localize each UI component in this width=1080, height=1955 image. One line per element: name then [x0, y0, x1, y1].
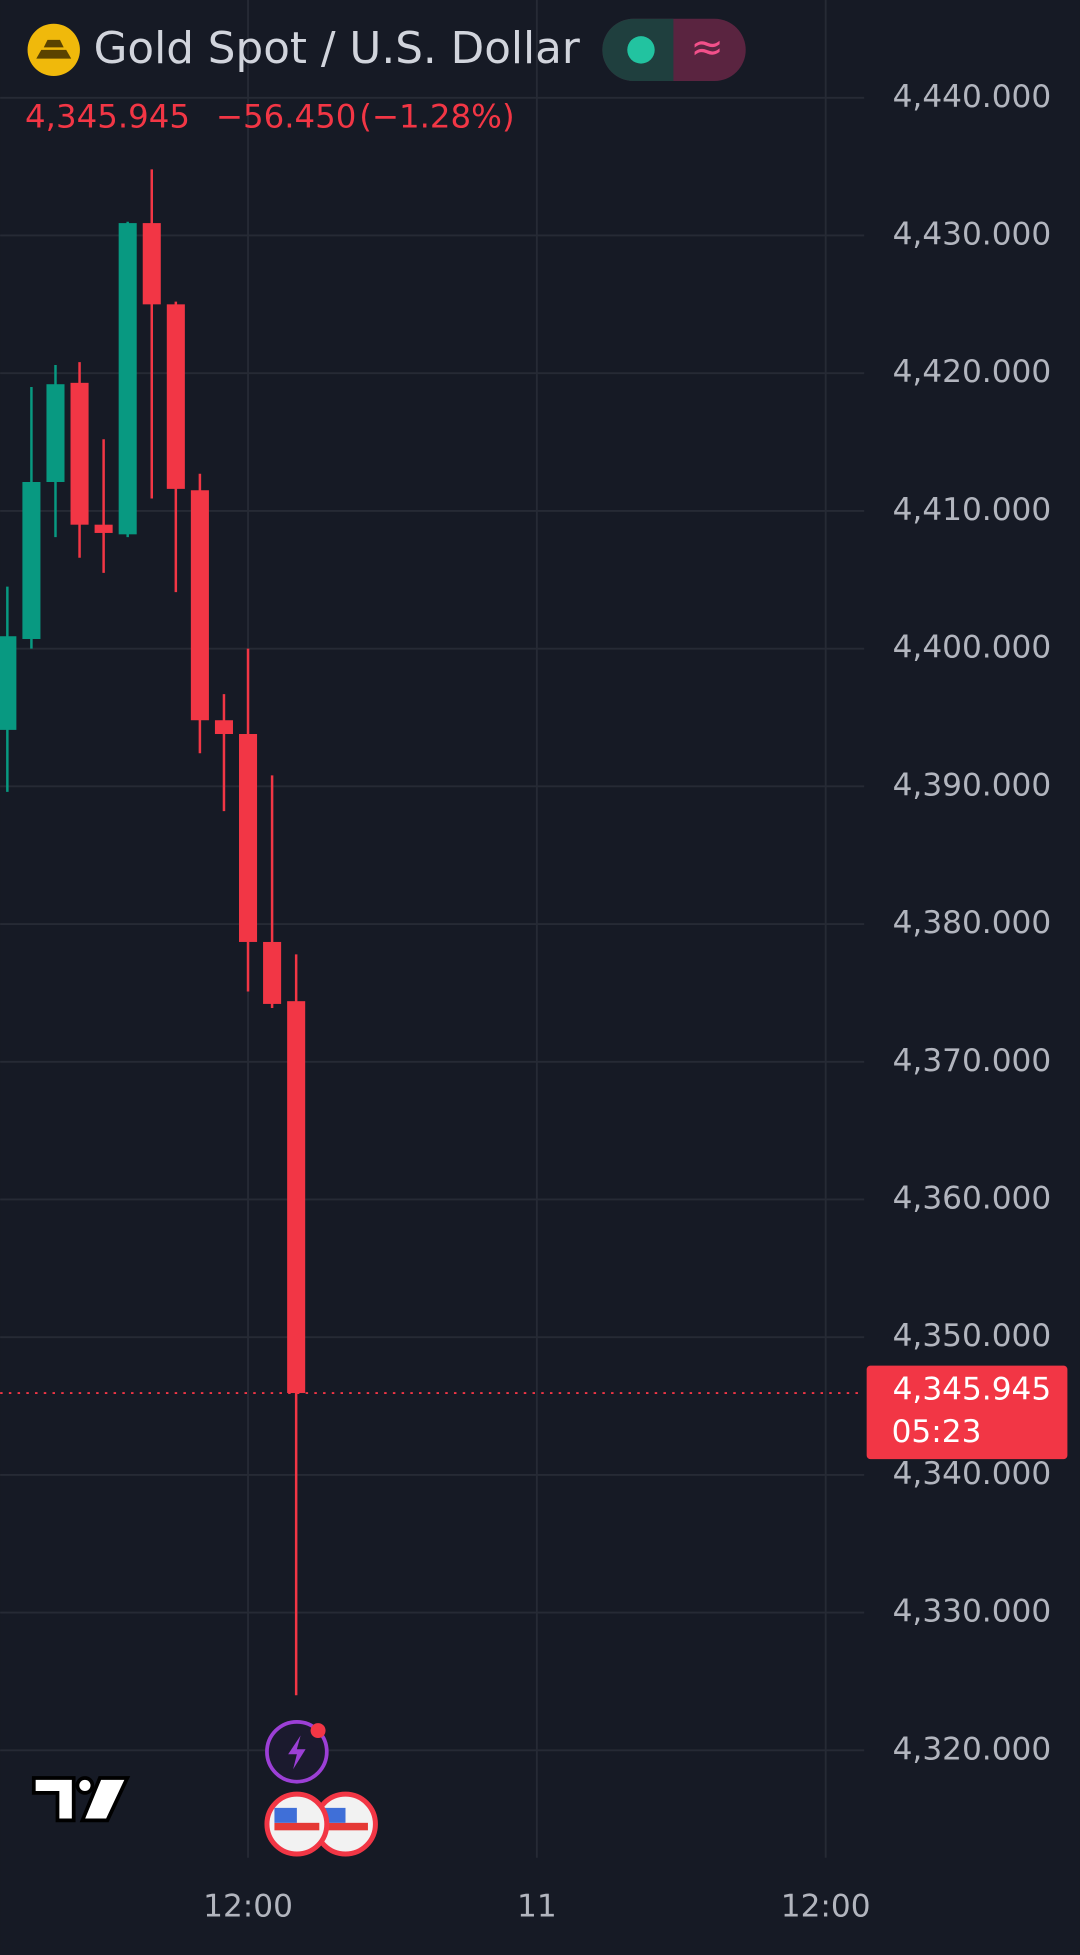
last-price-label: 4,345.945 — [893, 1372, 1052, 1408]
header-change: −56.450 — [216, 97, 357, 135]
tv-logo — [31, 1776, 131, 1823]
x-tick-label: 12:00 — [781, 1889, 871, 1925]
y-tick-label: 4,390.000 — [893, 767, 1052, 803]
candle-body — [239, 734, 258, 942]
candle-body — [0, 636, 17, 730]
y-tick-label: 4,370.000 — [893, 1043, 1052, 1079]
candle-body — [214, 720, 233, 735]
candle-body — [94, 524, 113, 533]
y-tick-label: 4,400.000 — [893, 630, 1052, 666]
chart-title: Gold Spot / U.S. Dollar — [94, 24, 580, 74]
gold-bars — [36, 39, 72, 59]
candle-body — [287, 1001, 306, 1394]
x-tick-label: 11 — [517, 1889, 557, 1925]
last-price-box — [866, 1365, 1068, 1460]
candle-body — [190, 490, 209, 721]
y-tick-label: 4,360.000 — [893, 1180, 1052, 1216]
y-tick-label: 4,320.000 — [893, 1731, 1052, 1767]
candle-body — [166, 304, 185, 489]
candle-body — [118, 223, 137, 535]
status-dot — [627, 36, 655, 64]
candle-body — [22, 481, 41, 639]
header-price: 4,345.945 — [25, 97, 190, 135]
grid: 4,320.000 4,330.000 4,340.000 4,350.000 4,36… — [0, 0, 1051, 1925]
y-tick-label: 4,440.000 — [893, 79, 1052, 115]
y-tick-label: 4,350.000 — [893, 1318, 1052, 1354]
event-bolt — [288, 1735, 306, 1770]
x-tick-label: 12:00 — [203, 1889, 293, 1925]
header-change-pct: (−1.28%) — [359, 97, 514, 135]
us-event-flags[interactable] — [264, 1791, 378, 1857]
y-tick-label: 4,340.000 — [893, 1456, 1052, 1492]
wave-icon: ≈ — [690, 24, 723, 70]
countdown: 05:23 — [892, 1414, 982, 1450]
event-dot — [310, 1723, 326, 1739]
candle-body — [46, 384, 65, 482]
candle-body — [70, 382, 89, 525]
y-tick-label: 4,330.000 — [893, 1594, 1052, 1630]
candles — [0, 169, 306, 1696]
y-tick-label: 4,420.000 — [893, 354, 1052, 390]
candle-body — [263, 941, 282, 1004]
y-tick-label: 4,380.000 — [893, 905, 1052, 941]
gold-icon — [27, 23, 80, 77]
y-tick-label: 4,430.000 — [893, 216, 1052, 252]
y-tick-label: 4,410.000 — [893, 492, 1052, 528]
overlay: 4,345.945 05:23 — [0, 1365, 1068, 1460]
candle-body — [142, 223, 161, 305]
